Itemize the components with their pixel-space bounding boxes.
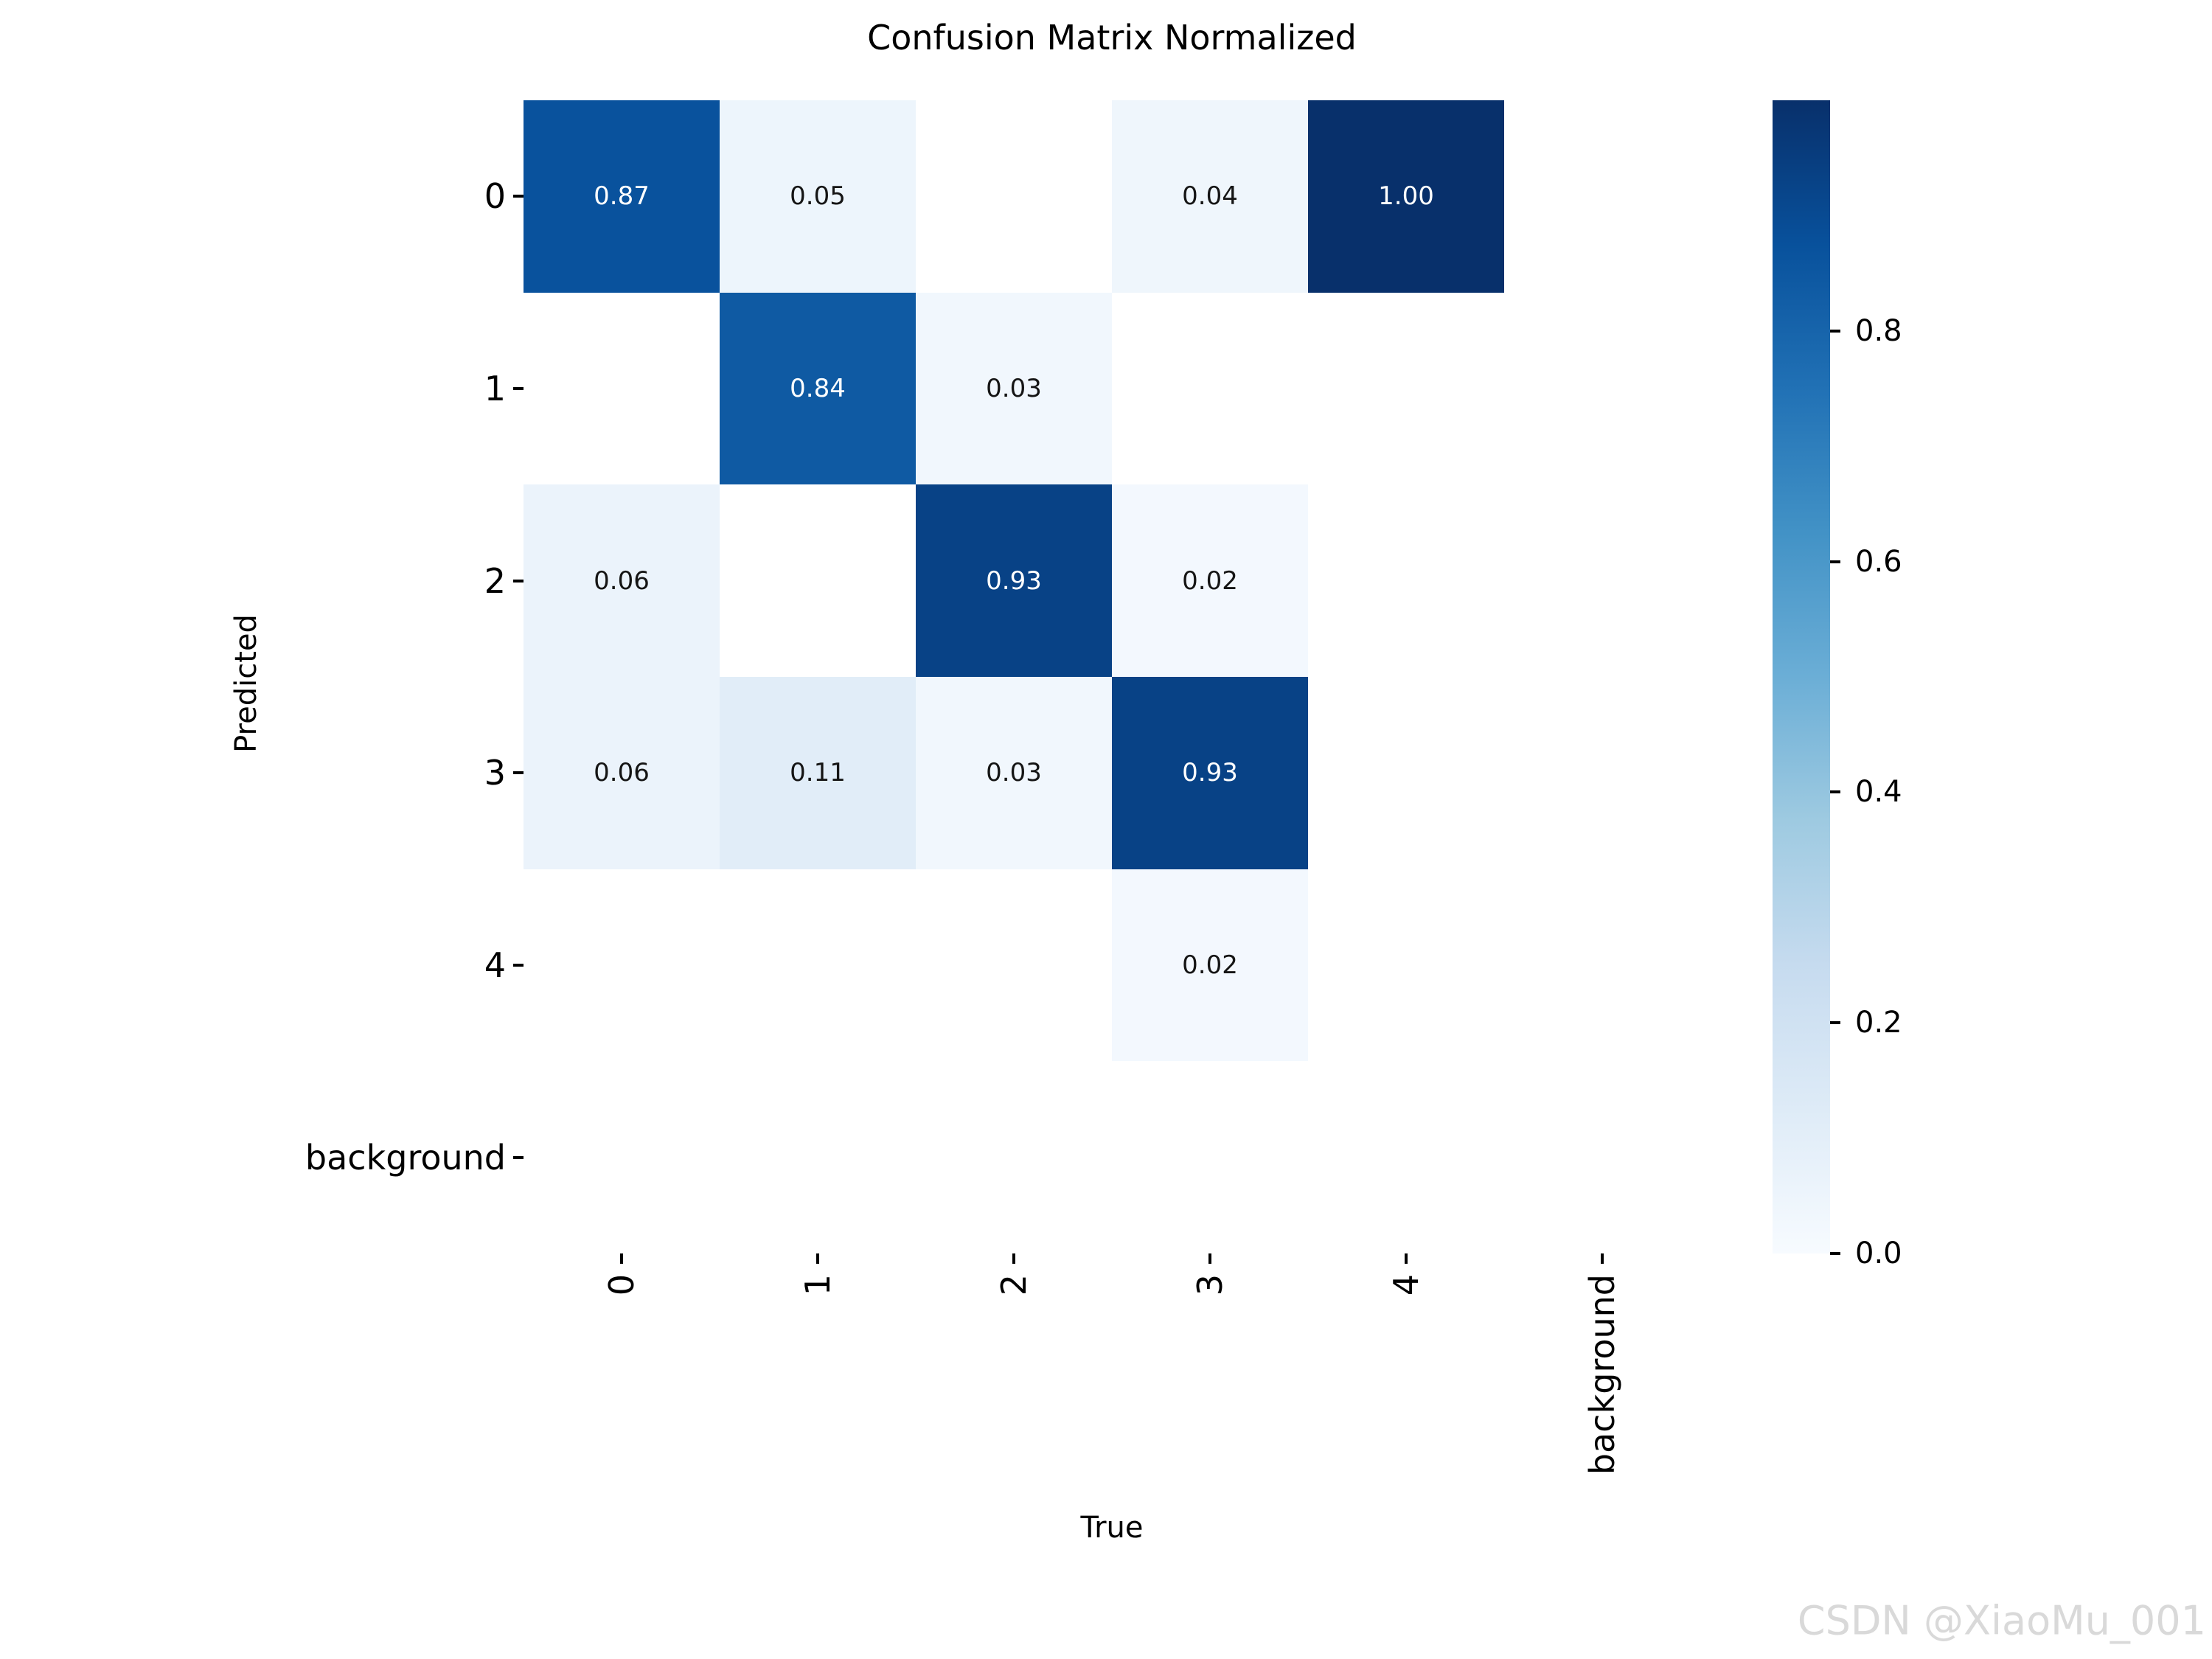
heatmap-cell (524, 1061, 720, 1253)
x-tick-mark (1405, 1253, 1408, 1264)
heatmap-cell: 0.06 (524, 484, 720, 677)
heatmap-cell: 0.03 (916, 292, 1112, 485)
colorbar-tick-label: 0.4 (1855, 775, 1902, 810)
x-tick-mark (1208, 1253, 1211, 1264)
heatmap-cell (1308, 484, 1504, 677)
colorbar-gradient (1773, 100, 1830, 1253)
heatmap-cell: 0.05 (720, 100, 916, 293)
heatmap-cell: 0.93 (916, 484, 1112, 677)
heatmap-cell (1504, 1061, 1700, 1253)
heatmap-cell (916, 1061, 1112, 1253)
x-tick-mark (619, 1253, 623, 1264)
heatmap-cell (1112, 292, 1308, 485)
heatmap-cell (720, 869, 916, 1062)
heatmap-cell (524, 869, 720, 1062)
heatmap-cell (1504, 484, 1700, 677)
x-tick-label: 1 (798, 1274, 838, 1296)
heatmap-cell: 0.11 (720, 676, 916, 869)
x-tick-label: background (1582, 1274, 1622, 1475)
heatmap-cell: 0.04 (1112, 100, 1308, 293)
x-tick-label: 0 (601, 1274, 641, 1296)
colorbar-tick-label: 0.2 (1855, 1006, 1902, 1040)
cell-value: 0.02 (1182, 950, 1238, 980)
y-tick-label: 0 (484, 176, 506, 217)
y-tick-mark (513, 579, 524, 582)
x-axis-ticks: 0 1 2 3 4 background (524, 1253, 1700, 1571)
y-tick-mark (513, 1155, 524, 1159)
x-tick-mark (1012, 1253, 1015, 1264)
y-tick-mark (513, 771, 524, 775)
heatmap-cell (1504, 869, 1700, 1062)
colorbar-tick-mark (1830, 790, 1840, 794)
heatmap-cell: 0.02 (1112, 869, 1308, 1062)
heatmap-cell: 0.87 (524, 100, 720, 293)
cell-value: 0.06 (594, 758, 650, 788)
cell-value: 0.93 (1182, 758, 1238, 788)
colorbar-tick-mark (1830, 1252, 1840, 1255)
heatmap-cell (1504, 292, 1700, 485)
colorbar-tick-label: 0.8 (1855, 313, 1902, 348)
cell-value: 0.84 (790, 373, 846, 403)
y-tick-label: background (305, 1137, 506, 1178)
cell-value: 0.11 (790, 758, 846, 788)
cell-value: 0.05 (790, 181, 846, 212)
y-tick-label: 1 (484, 369, 506, 408)
cell-value: 1.00 (1378, 181, 1434, 212)
y-axis-title: Predicted (229, 614, 263, 753)
cell-value: 0.04 (1182, 181, 1238, 212)
heatmap-cell (916, 100, 1112, 293)
heatmap-cell: 0.06 (524, 676, 720, 869)
heatmap-cell (1112, 1061, 1308, 1253)
heatmap-cell (524, 292, 720, 485)
heatmap-cell (1308, 1061, 1504, 1253)
colorbar-tick-label: 0.0 (1855, 1237, 1902, 1270)
cell-value: 0.03 (986, 758, 1042, 788)
y-tick-mark (513, 195, 524, 198)
y-tick-mark (513, 387, 524, 390)
x-axis-title: True (1080, 1511, 1144, 1545)
x-tick-label: 4 (1386, 1274, 1426, 1296)
colorbar-tick-mark (1830, 1021, 1840, 1025)
cell-value: 0.06 (594, 566, 650, 596)
x-tick-label: 2 (994, 1274, 1034, 1296)
heatmap-grid: 0.87 0.05 0.04 1.00 0.84 0.03 0.06 0.93 0.02 0.06… (524, 100, 1700, 1253)
heatmap-cell: 0.84 (720, 292, 916, 485)
colorbar-tick-mark (1830, 560, 1840, 563)
x-tick-mark (1601, 1253, 1604, 1264)
x-tick-label: 3 (1190, 1274, 1230, 1296)
heatmap-cell (720, 484, 916, 677)
y-tick-label: 2 (484, 560, 506, 601)
heatmap-cell (1308, 869, 1504, 1062)
heatmap-cell (720, 1061, 916, 1253)
y-axis-ticks: 0 1 2 3 4 background (0, 100, 524, 1253)
heatmap-cell: 1.00 (1308, 100, 1504, 293)
chart-title: Confusion Matrix Normalized (867, 18, 1357, 58)
y-tick-label: 3 (484, 753, 506, 793)
colorbar-tick-mark (1830, 329, 1840, 333)
heatmap-cell (916, 869, 1112, 1062)
heatmap-cell: 0.93 (1112, 676, 1308, 869)
heatmap-cell (1308, 676, 1504, 869)
cell-value: 0.87 (594, 181, 650, 212)
cell-value: 0.93 (986, 566, 1042, 596)
colorbar-ticks: 0.8 0.6 0.4 0.2 0.0 (1830, 100, 2051, 1270)
cell-value: 0.02 (1182, 566, 1238, 596)
heatmap-cell (1308, 292, 1504, 485)
y-tick-label: 4 (484, 945, 506, 985)
heatmap-cell (1504, 676, 1700, 869)
heatmap-cell (1504, 100, 1700, 293)
colorbar-tick-label: 0.6 (1855, 544, 1902, 579)
y-tick-mark (513, 964, 524, 967)
heatmap-cell: 0.02 (1112, 484, 1308, 677)
heatmap-cell: 0.03 (916, 676, 1112, 869)
x-tick-mark (816, 1253, 819, 1264)
cell-value: 0.03 (986, 373, 1042, 403)
watermark-text: CSDN @XiaoMu_001 (1797, 1597, 2206, 1644)
